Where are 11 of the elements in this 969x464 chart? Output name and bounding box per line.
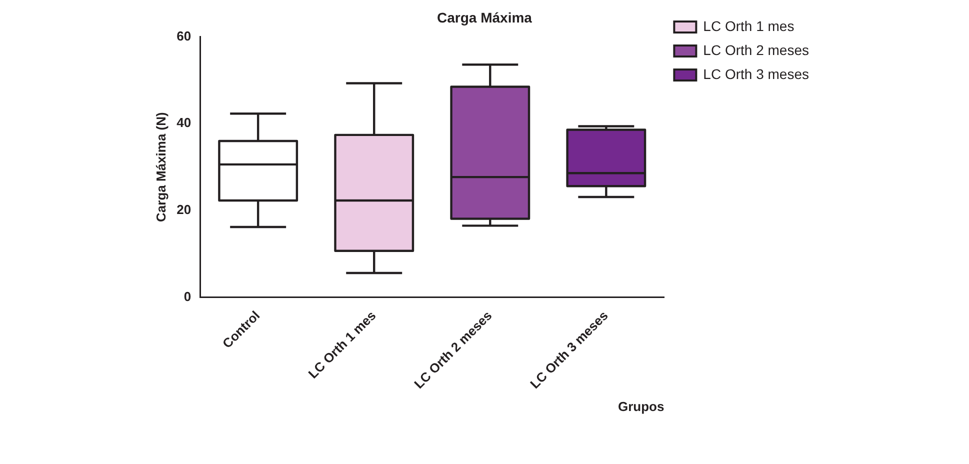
y-axis-title: Carga Máxima (N) (153, 112, 168, 222)
y-tick-label: 40 (176, 115, 192, 130)
y-tick-label: 0 (184, 288, 192, 304)
legend-label: LC Orth 1 mes (703, 18, 794, 34)
x-axis-title: Grupos (618, 398, 664, 414)
chart-title: Carga Máxima (437, 9, 532, 26)
legend-label: LC Orth 3 meses (703, 66, 810, 82)
y-tick-label: 20 (176, 202, 192, 218)
y-tick-label: 60 (176, 28, 192, 44)
legend-label: LC Orth 2 meses (703, 42, 810, 58)
x-tick-label: LC Orth 1 mes (305, 308, 379, 382)
